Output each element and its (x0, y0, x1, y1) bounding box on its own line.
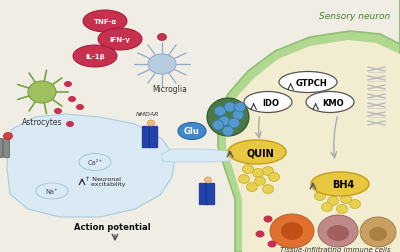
Ellipse shape (281, 222, 303, 240)
Text: BH4: BH4 (332, 179, 354, 189)
Ellipse shape (268, 173, 280, 182)
Ellipse shape (79, 154, 111, 171)
Ellipse shape (158, 34, 166, 41)
Text: Sensory neuron: Sensory neuron (319, 12, 391, 21)
Ellipse shape (252, 169, 264, 178)
Ellipse shape (232, 111, 244, 120)
Polygon shape (162, 149, 230, 162)
Polygon shape (226, 5, 400, 252)
Text: KMO: KMO (322, 98, 344, 107)
FancyBboxPatch shape (4, 139, 10, 158)
Ellipse shape (228, 140, 286, 164)
Text: IDO: IDO (262, 98, 279, 107)
FancyBboxPatch shape (0, 139, 2, 158)
FancyBboxPatch shape (149, 127, 158, 148)
Text: GTPCH: GTPCH (296, 78, 327, 87)
Ellipse shape (369, 227, 387, 241)
Text: TNF-α: TNF-α (94, 19, 116, 25)
Ellipse shape (76, 105, 84, 111)
Ellipse shape (254, 177, 266, 186)
Ellipse shape (68, 97, 76, 103)
Ellipse shape (244, 92, 292, 113)
Text: Action potential: Action potential (74, 223, 150, 232)
Ellipse shape (73, 46, 117, 68)
Ellipse shape (238, 175, 250, 184)
Text: Ca²⁺: Ca²⁺ (88, 159, 102, 165)
Ellipse shape (350, 200, 360, 209)
Text: IL-1β: IL-1β (85, 54, 105, 60)
Ellipse shape (322, 203, 332, 212)
Ellipse shape (224, 103, 236, 113)
Ellipse shape (311, 172, 369, 196)
Ellipse shape (207, 99, 249, 137)
FancyBboxPatch shape (199, 183, 208, 205)
Ellipse shape (256, 231, 264, 238)
Ellipse shape (212, 120, 224, 131)
Text: IFN-γ: IFN-γ (110, 37, 130, 43)
Polygon shape (218, 0, 400, 252)
Ellipse shape (204, 177, 212, 183)
Ellipse shape (246, 183, 258, 192)
Ellipse shape (214, 107, 226, 116)
Ellipse shape (222, 127, 234, 137)
Ellipse shape (268, 241, 276, 247)
Ellipse shape (234, 103, 246, 113)
Ellipse shape (98, 29, 142, 51)
Text: Na⁺: Na⁺ (46, 188, 58, 194)
Ellipse shape (54, 109, 62, 115)
Ellipse shape (178, 123, 206, 140)
Ellipse shape (83, 11, 127, 33)
Ellipse shape (66, 121, 74, 128)
Ellipse shape (327, 225, 349, 241)
FancyBboxPatch shape (142, 127, 151, 148)
Polygon shape (7, 115, 175, 217)
FancyBboxPatch shape (206, 183, 215, 205)
Ellipse shape (228, 118, 240, 129)
Ellipse shape (264, 216, 272, 223)
Ellipse shape (64, 82, 72, 88)
Ellipse shape (4, 133, 12, 140)
Ellipse shape (36, 183, 68, 199)
Text: Tissue-infiltrating immune cells: Tissue-infiltrating immune cells (280, 246, 390, 252)
Ellipse shape (328, 197, 338, 206)
Ellipse shape (242, 165, 254, 174)
Ellipse shape (218, 116, 230, 127)
Text: Astrocytes: Astrocytes (22, 117, 62, 127)
Ellipse shape (279, 72, 337, 93)
Ellipse shape (318, 215, 358, 247)
Text: QUIN: QUIN (246, 147, 274, 158)
Ellipse shape (306, 92, 354, 113)
Ellipse shape (262, 185, 274, 194)
Ellipse shape (314, 192, 326, 201)
Ellipse shape (270, 214, 314, 248)
Ellipse shape (148, 120, 154, 127)
Ellipse shape (262, 167, 274, 176)
Ellipse shape (28, 82, 56, 104)
Text: Microglia: Microglia (152, 85, 188, 94)
Ellipse shape (360, 217, 396, 247)
Ellipse shape (340, 195, 352, 204)
Ellipse shape (148, 55, 176, 75)
Ellipse shape (336, 205, 348, 214)
Text: NMDAR: NMDAR (136, 111, 160, 116)
Text: Glu: Glu (184, 127, 200, 136)
Text: ↑ Neuronal
   excitability: ↑ Neuronal excitability (85, 176, 126, 187)
